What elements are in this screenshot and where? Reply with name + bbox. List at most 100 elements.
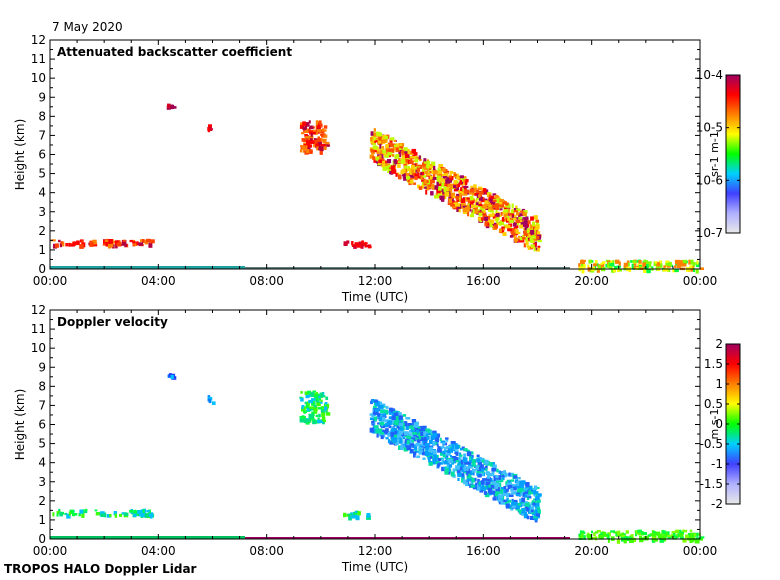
data-cell: [504, 500, 509, 505]
data-cell: [457, 197, 461, 202]
data-cell: [351, 241, 354, 246]
data-cell: [476, 470, 480, 474]
data-cell: [515, 205, 518, 210]
data-cell: [518, 216, 523, 220]
data-cell: [526, 233, 531, 238]
data-cell: [315, 414, 318, 418]
data-cell: [463, 463, 467, 467]
data-cell: [357, 511, 361, 516]
data-cell: [299, 416, 302, 419]
data-cell: [373, 137, 379, 141]
data-cell: [448, 175, 452, 178]
data-cell: [384, 154, 389, 158]
data-cell: [303, 406, 307, 410]
data-cell: [613, 267, 617, 273]
data-cell: [579, 530, 583, 534]
data-cell: [385, 166, 389, 170]
data-cell: [310, 392, 315, 398]
data-cell: [432, 430, 437, 434]
data-cell: [468, 461, 472, 465]
data-cell: [495, 491, 499, 494]
data-cell: [492, 204, 498, 209]
data-cell: [437, 463, 440, 469]
data-cell: [489, 225, 493, 228]
x-tick-label: 00:00: [33, 544, 68, 558]
data-cell: [381, 163, 386, 168]
data-cell: [423, 158, 427, 162]
data-cell: [325, 412, 331, 416]
data-cell: [68, 242, 71, 247]
data-cell: [668, 263, 672, 267]
data-cell: [313, 398, 319, 402]
data-cell: [450, 441, 456, 446]
data-cell: [313, 129, 316, 133]
data-cell: [465, 471, 470, 475]
data-cell: [456, 199, 460, 202]
data-cell: [319, 392, 324, 398]
data-cell: [488, 194, 492, 197]
data-cell: [89, 240, 94, 244]
data-cell: [667, 268, 671, 272]
data-cell: [689, 532, 695, 538]
y-tick-label: 1: [38, 513, 46, 527]
data-cell: [137, 510, 140, 514]
data-cell: [533, 485, 538, 490]
data-cell: [505, 503, 510, 509]
data-cell: [318, 395, 321, 401]
data-cell: [464, 481, 468, 487]
data-cell: [316, 146, 319, 151]
data-cell: [523, 210, 528, 214]
x-tick-label: 04:00: [141, 274, 176, 288]
data-cell: [406, 176, 411, 180]
data-cell: [374, 408, 379, 412]
data-cell: [454, 173, 457, 177]
data-cell: [138, 242, 143, 246]
data-cell: [464, 461, 469, 465]
data-cell: [510, 492, 514, 495]
data-cell: [113, 511, 117, 516]
data-cell: [459, 193, 462, 198]
x-axis-label: Time (UTC): [341, 560, 408, 574]
feature-cloud-9h: [299, 390, 331, 425]
data-cell: [318, 413, 321, 418]
data-cell: [483, 491, 488, 495]
data-cell: [448, 448, 454, 453]
data-cell: [391, 154, 395, 157]
data-cell: [485, 219, 488, 223]
data-cell: [478, 194, 481, 198]
data-cell: [109, 514, 112, 517]
data-cell: [414, 163, 418, 167]
data-cell: [421, 442, 424, 446]
data-cell: [463, 448, 468, 451]
data-cell: [423, 431, 427, 436]
data-cell: [477, 217, 482, 221]
data-cell: [453, 202, 459, 207]
data-cell: [441, 466, 446, 472]
data-cell: [316, 129, 322, 133]
data-cell: [464, 180, 468, 186]
data-cell: [427, 456, 430, 460]
data-cell: [511, 214, 514, 219]
data-cell: [524, 225, 529, 231]
data-cell: [448, 467, 451, 472]
data-cell: [461, 203, 466, 208]
data-cell: [437, 458, 441, 461]
data-cell: [522, 237, 526, 240]
data-cell: [458, 456, 462, 461]
data-cell: [613, 531, 618, 534]
y-tick-label: 11: [31, 52, 46, 66]
data-cell: [385, 143, 389, 149]
data-cell: [524, 501, 528, 505]
data-cell: [411, 419, 417, 423]
data-cell: [402, 422, 405, 428]
data-cell: [133, 513, 137, 517]
data-cell: [496, 207, 499, 211]
feature-cloud-9h: [299, 120, 330, 155]
data-cell: [679, 533, 683, 537]
data-cell: [489, 222, 493, 227]
data-cell: [308, 120, 311, 124]
data-cell: [499, 495, 502, 499]
data-cell: [352, 514, 358, 519]
data-cell: [515, 505, 520, 510]
data-cell: [422, 438, 428, 443]
